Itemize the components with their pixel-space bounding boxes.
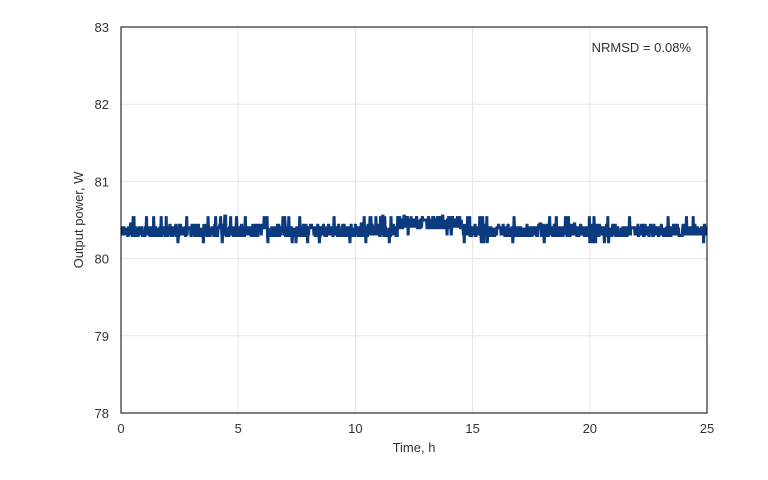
nrmsd-annotation: NRMSD = 0.08%	[592, 40, 692, 55]
x-tick-label: 0	[117, 421, 124, 436]
x-tick-label: 20	[583, 421, 597, 436]
y-tick-label: 78	[95, 406, 109, 421]
y-tick-label: 81	[95, 174, 109, 189]
x-tick-label: 15	[465, 421, 479, 436]
output-power-series-line	[120, 214, 708, 244]
x-tick-label: 10	[348, 421, 362, 436]
plot-frame	[120, 26, 708, 414]
x-tick-label: 25	[700, 421, 714, 436]
y-axis-label: Output power, W	[71, 171, 86, 269]
y-tick-label: 82	[95, 97, 109, 112]
y-tick-label: 83	[95, 20, 109, 35]
x-tick-label: 5	[235, 421, 242, 436]
grid	[121, 27, 707, 413]
x-axis-label: Time, h	[393, 440, 436, 455]
y-tick-label: 79	[95, 329, 109, 344]
series-group	[120, 214, 708, 244]
tick-labels: 0 5 10 15 20 25 78 79 80 81 82 83	[95, 20, 715, 436]
y-tick-label: 80	[95, 252, 109, 267]
